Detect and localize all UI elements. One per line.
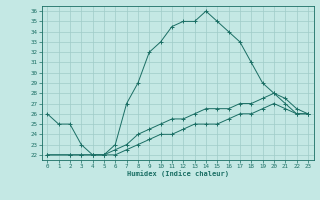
X-axis label: Humidex (Indice chaleur): Humidex (Indice chaleur) [127,171,228,177]
